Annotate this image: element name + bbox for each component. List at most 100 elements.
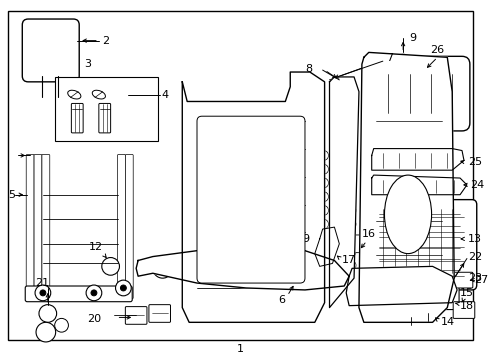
Circle shape — [332, 150, 342, 160]
Text: 22: 22 — [467, 252, 481, 262]
Circle shape — [120, 285, 126, 291]
Circle shape — [332, 178, 342, 188]
FancyBboxPatch shape — [99, 103, 110, 133]
FancyBboxPatch shape — [149, 305, 170, 322]
Circle shape — [320, 243, 328, 251]
Polygon shape — [358, 53, 453, 322]
Text: 4: 4 — [162, 90, 168, 100]
Circle shape — [277, 164, 287, 174]
Circle shape — [346, 150, 355, 160]
Circle shape — [332, 261, 342, 270]
Circle shape — [305, 219, 314, 229]
FancyBboxPatch shape — [446, 272, 472, 288]
Circle shape — [332, 192, 342, 202]
FancyBboxPatch shape — [71, 103, 83, 133]
Text: 6: 6 — [278, 295, 285, 305]
Text: 11: 11 — [218, 236, 232, 246]
Text: 7: 7 — [386, 53, 393, 63]
Circle shape — [346, 261, 355, 270]
Circle shape — [346, 219, 355, 229]
Circle shape — [396, 54, 408, 66]
Text: 19: 19 — [297, 234, 310, 244]
Circle shape — [216, 257, 236, 276]
Circle shape — [318, 164, 328, 174]
Circle shape — [346, 164, 355, 174]
Circle shape — [305, 206, 314, 215]
FancyBboxPatch shape — [365, 56, 469, 131]
Circle shape — [305, 164, 314, 174]
Circle shape — [318, 192, 328, 202]
Circle shape — [36, 322, 56, 342]
FancyBboxPatch shape — [366, 203, 468, 280]
Circle shape — [305, 150, 314, 160]
Circle shape — [277, 178, 287, 188]
FancyBboxPatch shape — [452, 302, 474, 318]
Circle shape — [318, 233, 328, 243]
Polygon shape — [329, 77, 358, 307]
Circle shape — [332, 206, 342, 215]
Circle shape — [332, 164, 342, 174]
Circle shape — [39, 305, 57, 322]
Text: 25: 25 — [467, 157, 481, 167]
Ellipse shape — [384, 175, 431, 253]
FancyBboxPatch shape — [368, 231, 405, 291]
Circle shape — [318, 178, 328, 188]
FancyBboxPatch shape — [25, 286, 132, 302]
Circle shape — [318, 219, 328, 229]
Circle shape — [332, 233, 342, 243]
Text: 23: 23 — [467, 273, 481, 283]
Text: 14: 14 — [440, 317, 454, 327]
Polygon shape — [371, 149, 463, 170]
Text: 21: 21 — [35, 278, 49, 288]
Text: 18: 18 — [459, 301, 473, 311]
Circle shape — [346, 192, 355, 202]
Circle shape — [91, 290, 97, 296]
Circle shape — [277, 192, 287, 202]
Text: 27: 27 — [473, 275, 487, 285]
Circle shape — [332, 247, 342, 257]
Circle shape — [277, 206, 287, 215]
FancyBboxPatch shape — [371, 207, 463, 275]
Text: 20: 20 — [86, 314, 101, 324]
Bar — [55, 77, 158, 141]
Circle shape — [332, 219, 342, 229]
Text: 9: 9 — [408, 33, 415, 43]
FancyBboxPatch shape — [420, 284, 458, 310]
Ellipse shape — [67, 90, 81, 99]
Circle shape — [115, 280, 131, 296]
Circle shape — [277, 219, 287, 229]
Text: 16: 16 — [361, 229, 375, 239]
Polygon shape — [136, 249, 348, 290]
Text: 3: 3 — [84, 59, 91, 69]
Polygon shape — [371, 175, 466, 195]
Circle shape — [159, 264, 166, 272]
Circle shape — [346, 233, 355, 243]
Circle shape — [346, 206, 355, 215]
Circle shape — [291, 192, 301, 202]
Text: 24: 24 — [469, 180, 483, 190]
Circle shape — [280, 258, 300, 278]
Circle shape — [102, 257, 119, 275]
Circle shape — [277, 233, 287, 243]
Circle shape — [277, 150, 287, 160]
Circle shape — [305, 178, 314, 188]
Ellipse shape — [92, 90, 105, 99]
Text: 15: 15 — [459, 288, 473, 298]
Circle shape — [291, 261, 301, 270]
FancyBboxPatch shape — [26, 154, 34, 299]
FancyBboxPatch shape — [418, 299, 436, 315]
Circle shape — [291, 247, 301, 257]
Circle shape — [318, 206, 328, 215]
Circle shape — [305, 192, 314, 202]
Circle shape — [318, 150, 328, 160]
Circle shape — [55, 318, 68, 332]
FancyBboxPatch shape — [363, 200, 476, 290]
Circle shape — [318, 261, 328, 270]
Text: 13: 13 — [467, 234, 481, 244]
Text: 8: 8 — [305, 64, 312, 74]
Circle shape — [277, 247, 287, 257]
FancyBboxPatch shape — [117, 154, 125, 299]
FancyBboxPatch shape — [197, 116, 305, 283]
FancyBboxPatch shape — [348, 235, 362, 253]
Circle shape — [277, 261, 287, 270]
